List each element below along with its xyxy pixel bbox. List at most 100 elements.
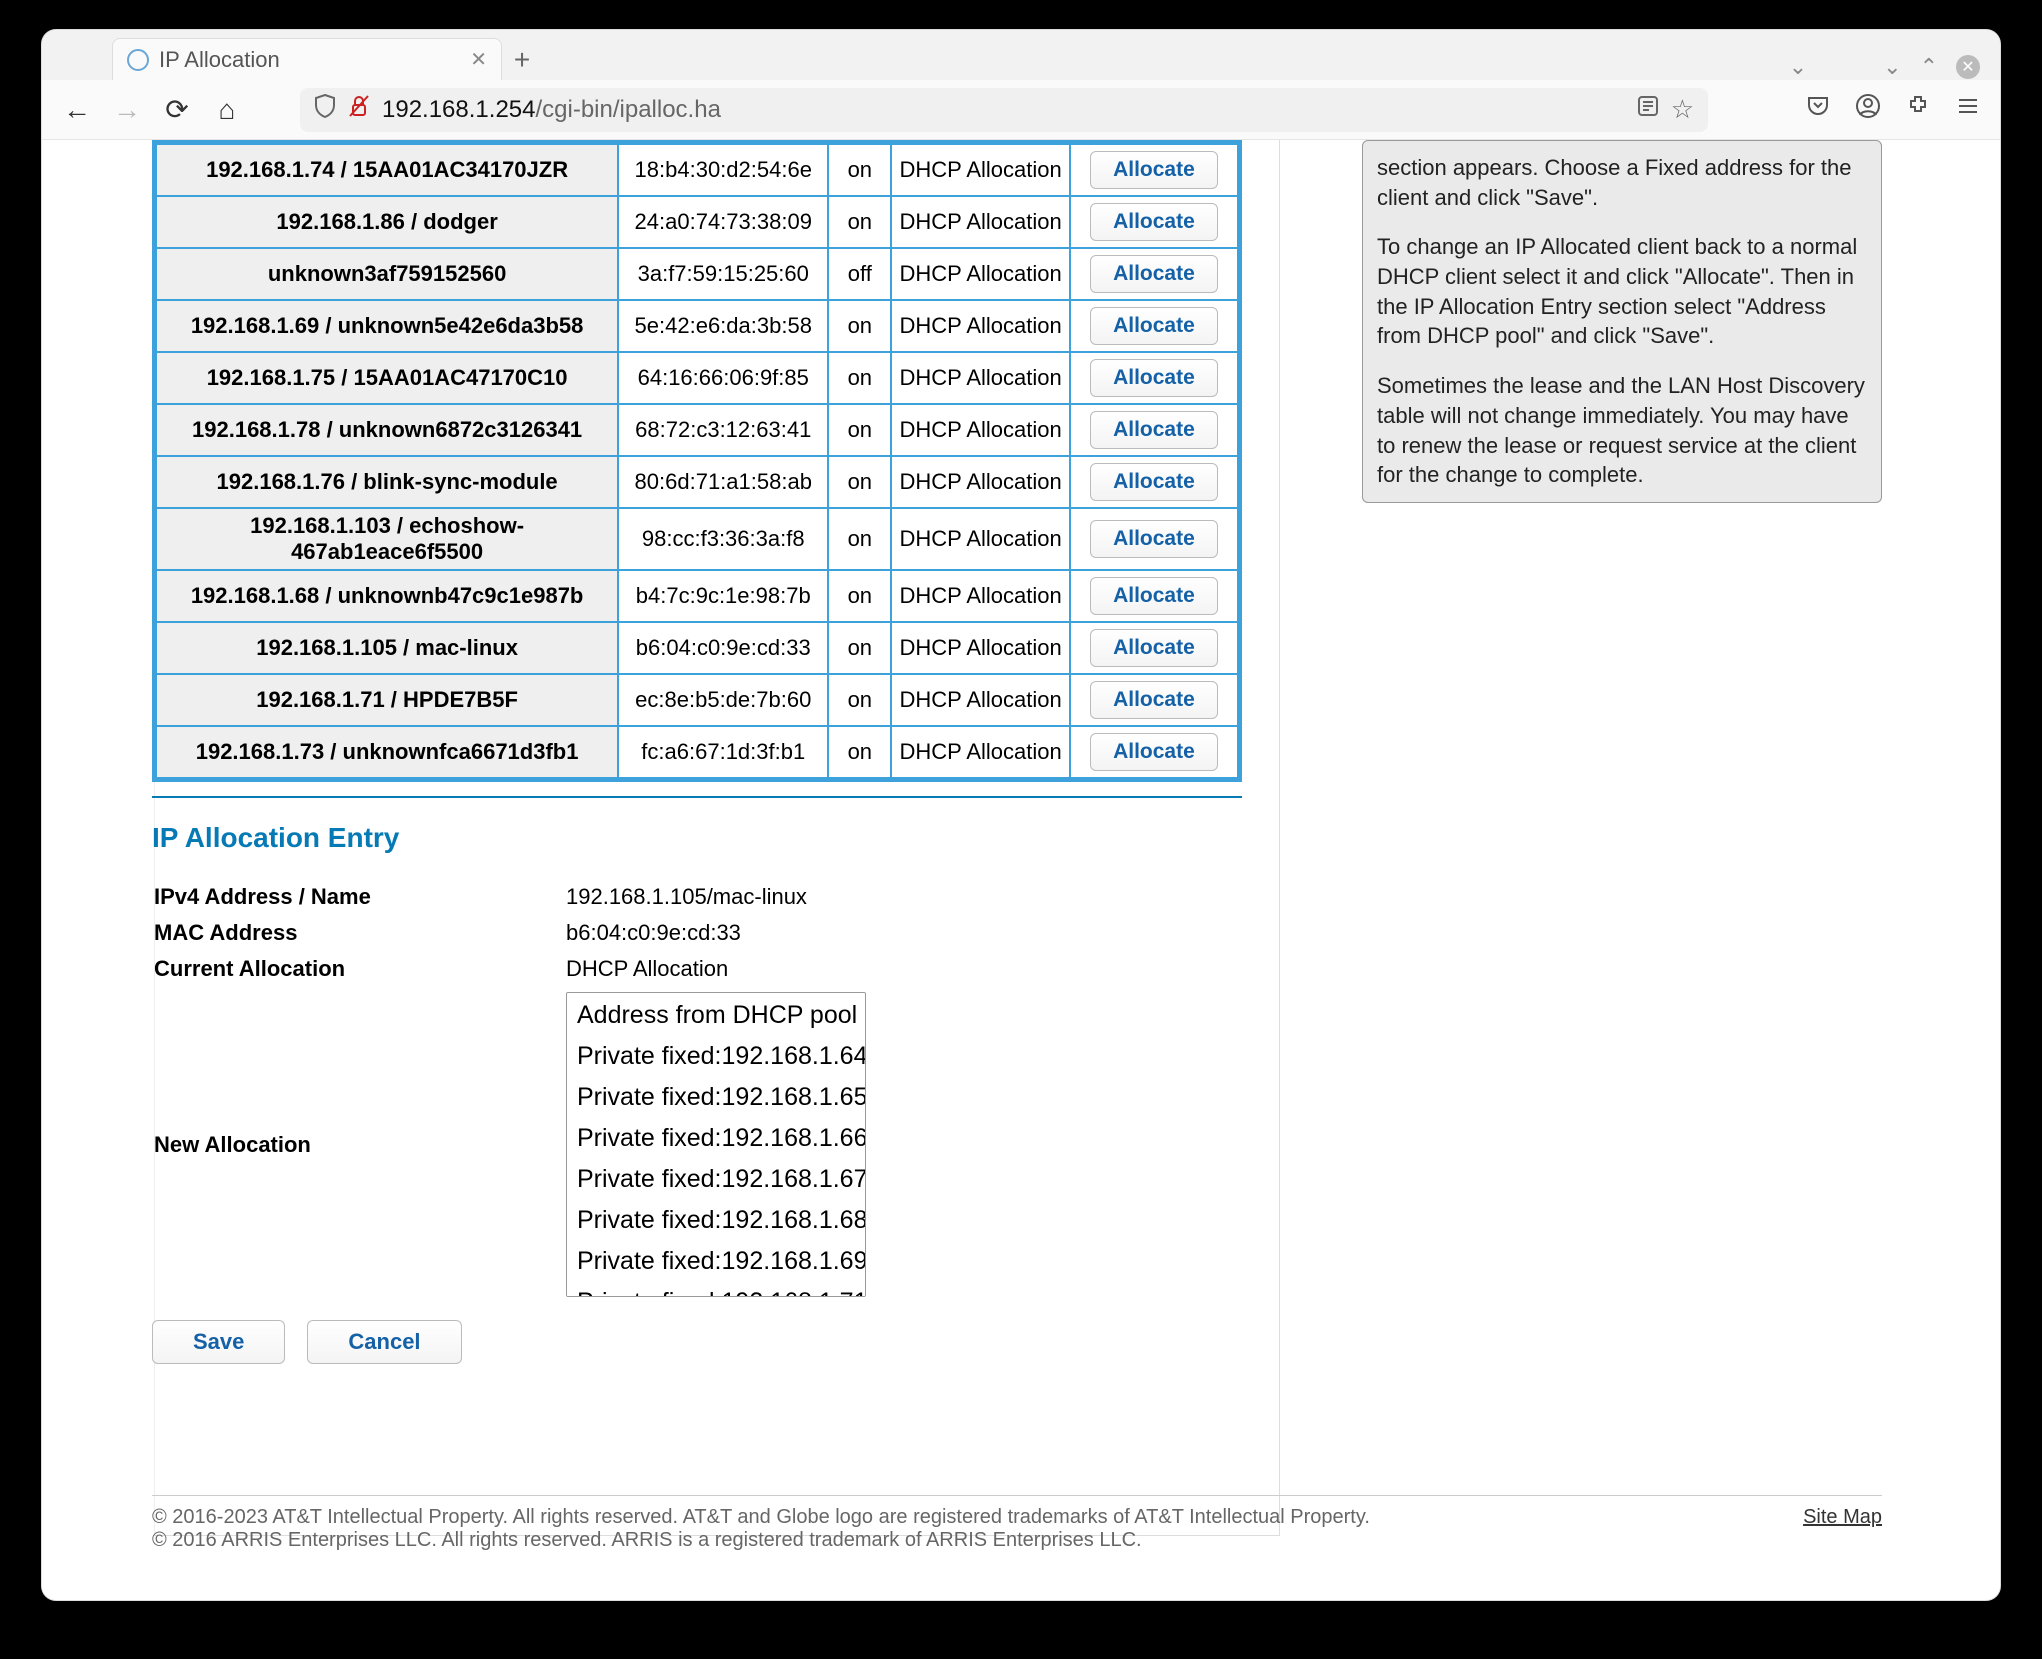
allocate-button[interactable]: Allocate [1090,359,1218,397]
mac-address: 5e:42:e6:da:3b:58 [618,300,828,352]
device-name: 192.168.1.78 / unknown6872c3126341 [156,404,618,456]
allocation-option[interactable]: Address from DHCP pool [569,995,863,1036]
new-allocation-select[interactable]: Address from DHCP poolPrivate fixed:192.… [566,992,866,1297]
device-name: 192.168.1.76 / blink-sync-module [156,456,618,508]
table-row: 192.168.1.75 / 15AA01AC47170C1064:16:66:… [156,352,1238,404]
window-close-icon[interactable]: ✕ [1956,55,1980,79]
mac-address: 98:cc:f3:36:3a:f8 [618,508,828,570]
browser-tab[interactable]: IP Allocation ✕ [112,38,502,80]
allocation-type: DHCP Allocation [891,144,1070,196]
mac-address: 3a:f7:59:15:25:60 [618,248,828,300]
home-button[interactable]: ⌂ [210,94,244,126]
allocation-type: DHCP Allocation [891,726,1070,778]
bookmark-icon[interactable]: ☆ [1671,94,1694,125]
allocate-button[interactable]: Allocate [1090,307,1218,345]
window-min-icon[interactable]: ⌄ [1883,54,1901,80]
status: on [828,508,891,570]
table-row: 192.168.1.74 / 15AA01AC34170JZR18:b4:30:… [156,144,1238,196]
allocation-type: DHCP Allocation [891,404,1070,456]
copyright-line: © 2016-2023 AT&T Intellectual Property. … [152,1506,1803,1529]
save-button[interactable]: Save [152,1320,285,1364]
table-row: 192.168.1.73 / unknownfca6671d3fb1fc:a6:… [156,726,1238,778]
device-name: 192.168.1.73 / unknownfca6671d3fb1 [156,726,618,778]
mac-address: ec:8e:b5:de:7b:60 [618,674,828,726]
allocation-option[interactable]: Private fixed:192.168.1.68 [569,1200,863,1241]
mac-address: b6:04:c0:9e:cd:33 [618,622,828,674]
window-max-icon[interactable]: ⌃ [1920,54,1938,80]
address-bar[interactable]: 192.168.1.254/cgi-bin/ipalloc.ha ☆ [300,88,1708,132]
entry-table: IPv4 Address / Name 192.168.1.105/mac-li… [152,878,1242,1304]
allocate-button[interactable]: Allocate [1090,733,1218,771]
allocate-button[interactable]: Allocate [1090,255,1218,293]
device-name: 192.168.1.68 / unknownb47c9c1e987b [156,570,618,622]
table-row: 192.168.1.71 / HPDE7B5Fec:8e:b5:de:7b:60… [156,674,1238,726]
current-value: DHCP Allocation [566,952,1240,986]
reload-button[interactable]: ⟳ [160,93,194,126]
shield-icon[interactable] [314,94,336,125]
allocate-button[interactable]: Allocate [1090,151,1218,189]
allocation-option[interactable]: Private fixed:192.168.1.71 [569,1282,863,1297]
allocation-type: DHCP Allocation [891,352,1070,404]
table-row: 192.168.1.69 / unknown5e42e6da3b585e:42:… [156,300,1238,352]
device-name: unknown3af759152560 [156,248,618,300]
allocate-button[interactable]: Allocate [1090,577,1218,615]
allocation-option[interactable]: Private fixed:192.168.1.65 [569,1077,863,1118]
insecure-lock-icon[interactable] [348,94,370,125]
table-row: 192.168.1.105 / mac-linuxb6:04:c0:9e:cd:… [156,622,1238,674]
device-name: 192.168.1.71 / HPDE7B5F [156,674,618,726]
pocket-icon[interactable] [1804,94,1832,125]
ipv4-value: 192.168.1.105/mac-linux [566,880,1240,914]
mac-address: 68:72:c3:12:63:41 [618,404,828,456]
mac-address: 24:a0:74:73:38:09 [618,196,828,248]
status: on [828,674,891,726]
allocate-button[interactable]: Allocate [1090,411,1218,449]
table-row: 192.168.1.76 / blink-sync-module80:6d:71… [156,456,1238,508]
allocation-option[interactable]: Private fixed:192.168.1.67 [569,1159,863,1200]
allocation-option[interactable]: Private fixed:192.168.1.64 [569,1036,863,1077]
status: on [828,570,891,622]
allocate-button[interactable]: Allocate [1090,681,1218,719]
tab-title: IP Allocation [159,47,280,73]
allocation-type: DHCP Allocation [891,622,1070,674]
account-icon[interactable] [1854,93,1882,126]
url-text: 192.168.1.254/cgi-bin/ipalloc.ha [382,96,1625,124]
status: on [828,144,891,196]
new-tab-button[interactable]: + [502,40,542,80]
allocation-type: DHCP Allocation [891,456,1070,508]
tabs-dropdown-icon[interactable]: ⌄ [1789,54,1807,80]
help-text: Sometimes the lease and the LAN Host Dis… [1377,371,1867,490]
table-row: 192.168.1.103 / echoshow-467ab1eace6f550… [156,508,1238,570]
allocation-type: DHCP Allocation [891,300,1070,352]
mac-label: MAC Address [154,916,564,950]
allocate-button[interactable]: Allocate [1090,203,1218,241]
device-name: 192.168.1.74 / 15AA01AC34170JZR [156,144,618,196]
allocate-button[interactable]: Allocate [1090,463,1218,501]
allocation-type: DHCP Allocation [891,196,1070,248]
table-row: 192.168.1.78 / unknown6872c312634168:72:… [156,404,1238,456]
allocate-button[interactable]: Allocate [1090,629,1218,667]
allocation-option[interactable]: Private fixed:192.168.1.69 [569,1241,863,1282]
mac-value: b6:04:c0:9e:cd:33 [566,916,1240,950]
status: on [828,300,891,352]
mac-address: 80:6d:71:a1:58:ab [618,456,828,508]
reader-icon[interactable] [1637,95,1659,124]
allocate-button[interactable]: Allocate [1090,520,1218,558]
back-button[interactable]: ← [60,94,94,126]
mac-address: 18:b4:30:d2:54:6e [618,144,828,196]
tab-close-icon[interactable]: ✕ [470,47,487,72]
entry-heading: IP Allocation Entry [152,822,1242,854]
help-text: To change an IP Allocated client back to… [1377,232,1867,351]
menu-icon[interactable] [1954,95,1982,124]
allocation-option[interactable]: Private fixed:192.168.1.66 [569,1118,863,1159]
browser-window: IP Allocation ✕ + ⌄ ⌄ ⌃ ✕ ← → ⟳ ⌂ 192.16… [42,30,2000,1600]
toolbar: ← → ⟳ ⌂ 192.168.1.254/cgi-bin/ipalloc.ha… [42,80,2000,140]
device-name: 192.168.1.86 / dodger [156,196,618,248]
sitemap-link[interactable]: Site Map [1803,1506,1882,1552]
table-row: 192.168.1.68 / unknownb47c9c1e987bb4:7c:… [156,570,1238,622]
allocation-type: DHCP Allocation [891,248,1070,300]
cancel-button[interactable]: Cancel [307,1320,461,1364]
page-content: 192.168.1.74 / 15AA01AC34170JZR18:b4:30:… [42,140,2000,1600]
extensions-icon[interactable] [1904,94,1932,125]
new-label: New Allocation [154,988,564,1302]
mac-address: fc:a6:67:1d:3f:b1 [618,726,828,778]
